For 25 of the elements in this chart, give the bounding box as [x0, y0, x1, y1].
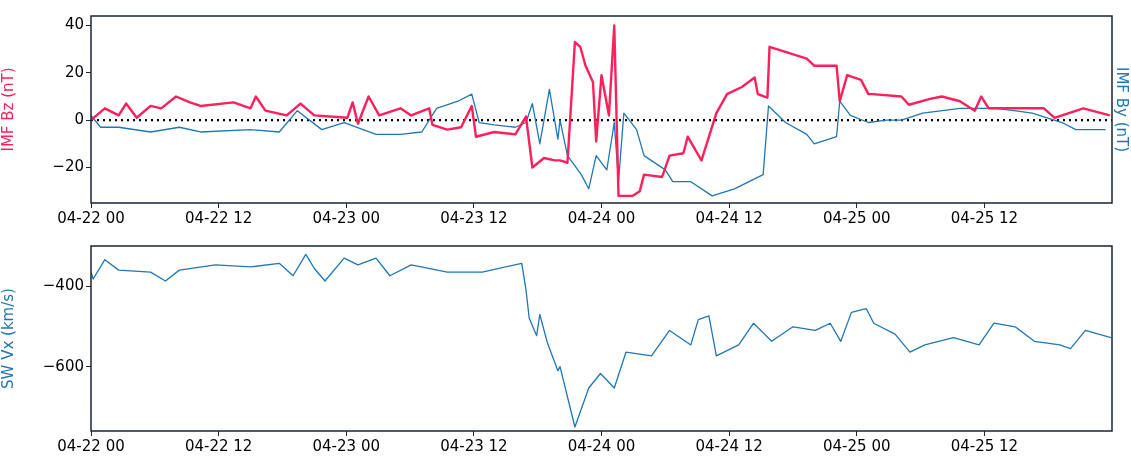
y-tick-label: 0 — [74, 110, 84, 129]
y-tick-label: 20 — [64, 62, 84, 81]
x-tick-label: 04-23 00 — [312, 208, 380, 227]
x-tick-label: 04-22 12 — [184, 436, 253, 455]
x-tick-label: 04-25 00 — [823, 436, 891, 455]
x-tick-label: 04-23 00 — [312, 436, 380, 455]
x-tick-label: 04-25 00 — [823, 208, 891, 227]
y-tick-label: −600 — [42, 356, 84, 375]
y2-axis-title: IMF By (nT) — [1113, 66, 1131, 153]
x-tick-label: 04-22 00 — [57, 208, 125, 227]
y-tick-label: −20 — [52, 157, 84, 176]
y-axis-title: IMF Bz (nT) — [0, 67, 17, 152]
x-tick-label: 04-25 12 — [950, 436, 1019, 455]
x-tick-label: 04-22 12 — [184, 208, 253, 227]
y-tick-label: 40 — [64, 15, 84, 34]
x-tick-label: 04-23 12 — [440, 436, 508, 455]
x-tick-label: 04-23 12 — [440, 208, 508, 227]
x-tick-label: 04-24 12 — [695, 436, 763, 455]
x-tick-label: 04-24 00 — [567, 436, 636, 455]
x-tick-label: 04-22 00 — [57, 436, 125, 455]
y-axis-title: SW Vx (km/s) — [0, 288, 17, 389]
x-tick-label: 04-24 12 — [695, 208, 763, 227]
x-tick-label: 04-25 12 — [950, 208, 1019, 227]
x-tick-label: 04-24 00 — [567, 208, 636, 227]
y-tick-label: −400 — [42, 276, 84, 295]
